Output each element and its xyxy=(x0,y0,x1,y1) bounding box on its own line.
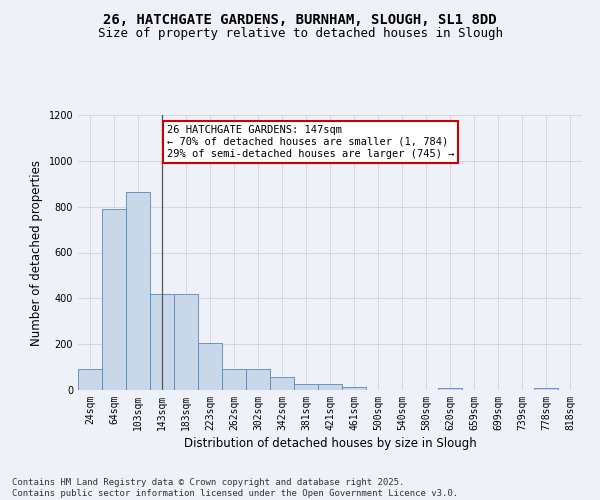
Bar xyxy=(342,386,366,390)
Text: Size of property relative to detached houses in Slough: Size of property relative to detached ho… xyxy=(97,28,503,40)
Y-axis label: Number of detached properties: Number of detached properties xyxy=(30,160,43,346)
Bar xyxy=(294,384,318,390)
Bar xyxy=(150,294,174,390)
Text: 26 HATCHGATE GARDENS: 147sqm
← 70% of detached houses are smaller (1, 784)
29% o: 26 HATCHGATE GARDENS: 147sqm ← 70% of de… xyxy=(167,126,454,158)
Bar xyxy=(318,384,342,390)
Text: Contains HM Land Registry data © Crown copyright and database right 2025.
Contai: Contains HM Land Registry data © Crown c… xyxy=(12,478,458,498)
Bar xyxy=(534,388,558,390)
X-axis label: Distribution of detached houses by size in Slough: Distribution of detached houses by size … xyxy=(184,437,476,450)
Bar xyxy=(78,370,102,390)
Bar xyxy=(438,388,462,390)
Bar xyxy=(126,192,150,390)
Bar xyxy=(174,294,198,390)
Bar xyxy=(246,370,270,390)
Bar xyxy=(222,370,246,390)
Bar xyxy=(270,378,294,390)
Bar xyxy=(102,209,126,390)
Bar xyxy=(198,343,222,390)
Text: 26, HATCHGATE GARDENS, BURNHAM, SLOUGH, SL1 8DD: 26, HATCHGATE GARDENS, BURNHAM, SLOUGH, … xyxy=(103,12,497,26)
